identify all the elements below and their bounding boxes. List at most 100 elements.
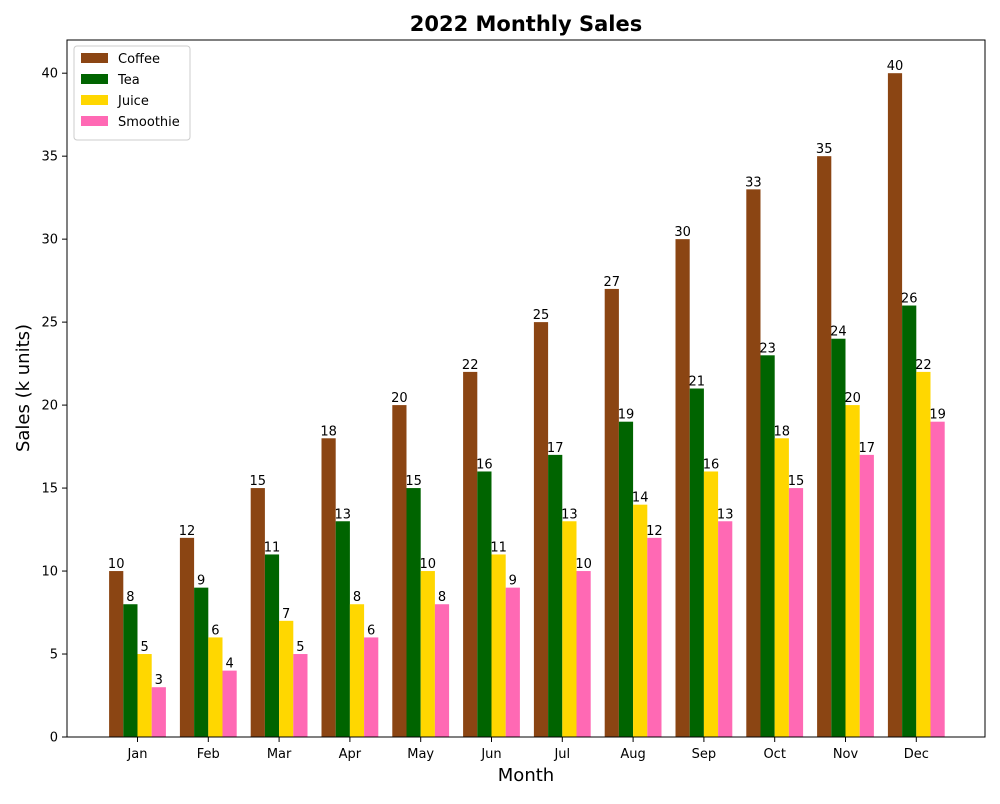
x-tick-label: Jan xyxy=(126,747,147,762)
data-label-juice-apr: 8 xyxy=(353,590,361,605)
data-label-tea-apr: 13 xyxy=(335,507,352,522)
data-label-juice-dec: 22 xyxy=(915,358,932,373)
bar-tea-dec xyxy=(902,305,917,737)
bar-smoothie-nov xyxy=(859,454,874,737)
data-label-coffee-jan: 10 xyxy=(108,557,125,572)
x-tick-label: Mar xyxy=(267,747,292,762)
data-label-coffee-may: 20 xyxy=(391,391,408,406)
data-label-tea-oct: 23 xyxy=(759,341,776,356)
legend-label-juice: Juice xyxy=(117,94,149,109)
data-label-smoothie-feb: 4 xyxy=(225,657,233,672)
bar-juice-oct xyxy=(774,438,789,737)
data-label-smoothie-may: 8 xyxy=(438,590,446,605)
bar-smoothie-jan xyxy=(151,687,166,737)
data-label-juice-jan: 5 xyxy=(140,640,148,655)
data-label-juice-jun: 11 xyxy=(490,540,507,555)
x-tick-label: Dec xyxy=(904,747,929,762)
data-label-coffee-mar: 15 xyxy=(250,474,267,489)
data-label-tea-sep: 21 xyxy=(689,375,706,390)
x-tick-label: Jul xyxy=(553,747,570,762)
bar-coffee-oct xyxy=(746,189,761,737)
bar-tea-aug xyxy=(618,421,634,737)
y-tick-label: 5 xyxy=(50,648,58,663)
data-label-juice-nov: 20 xyxy=(844,391,861,406)
bar-juice-may xyxy=(420,571,435,737)
bar-juice-aug xyxy=(633,504,648,737)
bar-tea-feb xyxy=(194,587,209,737)
y-tick-label: 10 xyxy=(41,565,58,580)
legend: Coffee Tea Juice Smoothie xyxy=(73,45,191,141)
bar-tea-oct xyxy=(760,355,775,737)
legend-label-coffee: Coffee xyxy=(118,52,160,67)
y-tick-label: 30 xyxy=(41,233,58,248)
legend-label-smoothie: Smoothie xyxy=(118,115,180,130)
data-label-tea-nov: 24 xyxy=(830,325,847,340)
data-label-tea-dec: 26 xyxy=(901,292,918,307)
data-label-coffee-feb: 12 xyxy=(179,524,196,539)
bar-coffee-jun xyxy=(463,371,478,737)
bar-coffee-dec xyxy=(887,73,903,737)
data-label-tea-jul: 17 xyxy=(547,441,564,456)
data-label-tea-aug: 19 xyxy=(618,408,635,423)
bar-juice-mar xyxy=(279,620,294,737)
data-label-smoothie-jun: 9 xyxy=(509,574,517,589)
x-tick-label: Oct xyxy=(763,747,785,762)
y-axis-label: Sales (k units) xyxy=(13,324,34,452)
data-label-coffee-nov: 35 xyxy=(816,142,833,157)
bar-smoothie-oct xyxy=(788,488,804,737)
bar-smoothie-mar xyxy=(293,654,308,737)
x-tick-label: Sep xyxy=(692,747,717,762)
data-label-juice-may: 10 xyxy=(420,557,437,572)
data-label-coffee-aug: 27 xyxy=(604,275,621,290)
data-labels-layer: 1012151820222527303335408911131516171921… xyxy=(108,59,946,688)
data-label-smoothie-sep: 13 xyxy=(717,507,734,522)
bar-coffee-may xyxy=(392,405,407,737)
bar-coffee-apr xyxy=(321,438,336,737)
bar-smoothie-jun xyxy=(505,587,520,737)
data-label-smoothie-nov: 17 xyxy=(859,441,876,456)
data-label-tea-may: 15 xyxy=(405,474,422,489)
data-label-smoothie-mar: 5 xyxy=(296,640,304,655)
y-tick-label: 35 xyxy=(41,150,58,165)
legend-swatch-smoothie xyxy=(81,116,108,126)
bar-tea-apr xyxy=(335,521,350,737)
bar-coffee-feb xyxy=(179,537,195,737)
bar-tea-jul xyxy=(548,454,563,737)
bar-coffee-jul xyxy=(533,322,549,737)
data-label-tea-feb: 9 xyxy=(197,574,205,589)
y-tick-label: 40 xyxy=(41,67,58,82)
data-label-juice-feb: 6 xyxy=(211,623,219,638)
plot-frame xyxy=(66,39,986,738)
x-tick-label: Apr xyxy=(339,747,362,762)
chart-title: 2022 Monthly Sales xyxy=(410,12,642,36)
bar-coffee-mar xyxy=(250,488,265,737)
bar-tea-jan xyxy=(123,604,138,737)
x-tick-label: Feb xyxy=(197,747,220,762)
data-label-tea-jun: 16 xyxy=(476,457,493,472)
data-label-juice-mar: 7 xyxy=(282,607,290,622)
y-tick-label: 15 xyxy=(41,482,58,497)
bar-smoothie-may xyxy=(434,604,450,737)
bar-juice-jul xyxy=(562,521,577,737)
data-label-coffee-sep: 30 xyxy=(674,225,691,240)
x-tick-label: Aug xyxy=(620,747,645,762)
data-label-coffee-apr: 18 xyxy=(320,424,337,439)
data-label-juice-jul: 13 xyxy=(561,507,578,522)
data-label-coffee-dec: 40 xyxy=(887,59,904,74)
bar-smoothie-jul xyxy=(576,571,591,737)
data-label-smoothie-oct: 15 xyxy=(788,474,805,489)
bar-smoothie-sep xyxy=(718,521,733,737)
data-label-juice-sep: 16 xyxy=(703,457,720,472)
data-label-coffee-jun: 22 xyxy=(462,358,479,373)
bar-tea-sep xyxy=(689,388,704,737)
bar-coffee-jan xyxy=(109,571,124,737)
data-label-coffee-oct: 33 xyxy=(745,175,762,190)
bar-coffee-nov xyxy=(817,156,832,737)
y-tick-label: 20 xyxy=(41,399,58,414)
legend-swatch-coffee xyxy=(81,53,108,63)
data-label-smoothie-jul: 10 xyxy=(575,557,592,572)
data-label-tea-jan: 8 xyxy=(126,590,134,605)
